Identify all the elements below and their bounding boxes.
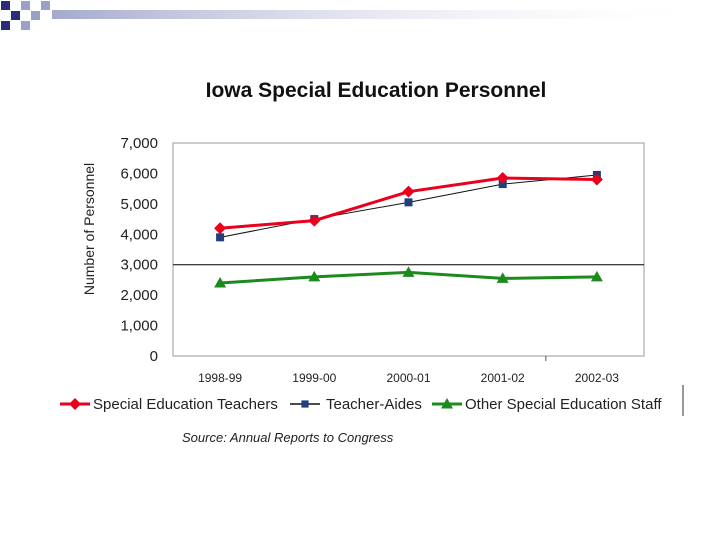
- data-point: [402, 266, 415, 277]
- legend-item: Other Special Education Staff: [432, 396, 662, 413]
- data-point: [214, 276, 227, 288]
- legend-item: Teacher-Aides: [290, 396, 422, 413]
- x-tick-label: 1999-00: [292, 371, 336, 385]
- y-tick-label: 6,000: [120, 165, 158, 182]
- series-aides: [216, 170, 601, 242]
- legend-marker: [69, 398, 81, 410]
- legend-label: Special Education Teachers: [93, 396, 278, 413]
- decor-gradient-bar: [52, 10, 720, 19]
- decor-square: [31, 11, 40, 20]
- decor-square: [11, 11, 20, 20]
- y-tick-label: 2,000: [120, 287, 158, 304]
- legend-label: Teacher-Aides: [326, 396, 422, 413]
- x-tick-label: 1998-99: [198, 371, 242, 385]
- data-point: [402, 185, 415, 198]
- y-tick-label: 0: [150, 348, 158, 365]
- source-note: Source: Annual Reports to Congress: [182, 430, 394, 445]
- series-layer: [214, 170, 603, 288]
- legend-label: Other Special Education Staff: [465, 396, 662, 413]
- data-point: [498, 180, 507, 189]
- data-point: [216, 233, 225, 242]
- decor-square: [41, 1, 50, 10]
- y-tick-label: 5,000: [120, 196, 158, 213]
- gridlines: [173, 264, 644, 361]
- x-tick-labels: 1998-99 1999-00 2000-01 2001-02 2002-03: [198, 371, 619, 385]
- series-other: [214, 266, 603, 288]
- data-point: [404, 198, 413, 207]
- legend-marker: [441, 398, 453, 409]
- data-point: [496, 171, 509, 184]
- y-tick-label: 3,000: [120, 257, 158, 274]
- y-axis-label: Number of Personnel: [81, 163, 97, 295]
- y-tick-label: 7,000: [120, 135, 158, 152]
- series-teachers: [214, 171, 603, 235]
- title-bar-decoration: [1, 1, 720, 30]
- data-point: [496, 272, 509, 283]
- data-point: [590, 173, 603, 186]
- data-point: [214, 222, 227, 235]
- decor-square: [1, 1, 10, 10]
- data-point: [308, 270, 321, 282]
- x-tick-label: 2000-01: [386, 371, 430, 385]
- decor-square: [21, 1, 30, 10]
- legend-marker: [301, 400, 309, 408]
- data-point: [590, 270, 603, 282]
- chart-title: Iowa Special Education Personnel: [206, 79, 547, 102]
- x-tick-label: 2002-03: [575, 371, 619, 385]
- legend-item: Special Education Teachers: [60, 396, 278, 413]
- decor-square: [21, 21, 30, 30]
- decor-square: [1, 21, 10, 30]
- legend: Special Education Teachers Teacher-Aides O…: [60, 396, 662, 413]
- y-tick-label: 4,000: [120, 226, 158, 243]
- plot-area: [172, 142, 645, 357]
- x-tick-label: 2001-02: [481, 371, 525, 385]
- data-point: [308, 214, 321, 227]
- y-tick-label: 1,000: [120, 318, 158, 335]
- y-tick-labels: 0 1,000 2,000 3,000 4,000 5,000 6,000 7,000: [120, 135, 158, 365]
